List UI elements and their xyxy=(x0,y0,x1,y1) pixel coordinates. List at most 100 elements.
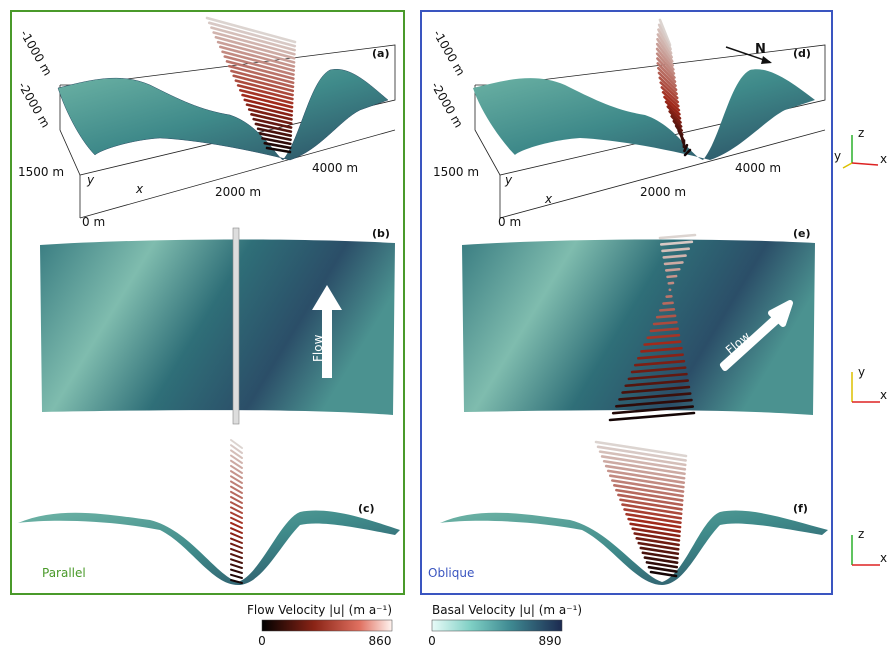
tube xyxy=(657,71,678,92)
panel-name: Oblique xyxy=(428,566,474,580)
panel-label: (d) xyxy=(793,47,811,60)
tube xyxy=(263,141,292,150)
flow-arrow xyxy=(720,300,793,371)
tube xyxy=(633,532,681,542)
tube xyxy=(602,459,686,476)
tube xyxy=(655,42,675,67)
axis-label: y xyxy=(834,149,841,163)
tube xyxy=(627,372,688,381)
tube xyxy=(230,490,243,499)
terrain-plan xyxy=(40,239,395,415)
tube xyxy=(227,64,295,85)
tube xyxy=(655,52,676,75)
colorbar-tick: 0 xyxy=(258,634,266,648)
tube xyxy=(663,261,684,266)
tube xyxy=(230,542,243,549)
panel-name: Parallel xyxy=(42,566,86,580)
tube xyxy=(230,568,243,574)
tube xyxy=(656,57,676,79)
tube xyxy=(621,503,683,516)
tube xyxy=(219,45,296,68)
tube xyxy=(230,480,243,489)
tube xyxy=(230,547,243,554)
tube xyxy=(230,444,243,454)
tube xyxy=(598,450,687,467)
panel-label: (c) xyxy=(358,502,375,515)
tube xyxy=(659,307,676,312)
tube xyxy=(594,440,688,458)
tube xyxy=(657,23,672,51)
tube xyxy=(596,445,687,462)
y-tick-label: 0 m xyxy=(82,215,105,229)
z-tick-label: -1000 m xyxy=(17,28,54,79)
tube xyxy=(252,117,293,129)
tube xyxy=(656,62,677,83)
tube xyxy=(212,31,296,56)
tube xyxy=(236,84,294,101)
x-tick-label: 4000 m xyxy=(735,161,781,175)
tube xyxy=(633,359,686,367)
x-tick-label: 2000 m xyxy=(215,185,261,199)
axis-label: x xyxy=(880,551,887,565)
tube xyxy=(230,501,243,509)
axis-label: z xyxy=(858,126,864,140)
tube xyxy=(664,100,681,116)
tube xyxy=(655,314,677,319)
terrain-plan xyxy=(462,239,815,415)
colorbar-tick: 0 xyxy=(428,634,436,648)
colorbar-gradient xyxy=(261,619,393,632)
tube xyxy=(613,484,684,498)
y-axis-label: y xyxy=(86,173,95,187)
tube xyxy=(656,37,674,63)
tube xyxy=(230,459,243,469)
tube xyxy=(241,93,294,109)
tube xyxy=(608,411,696,422)
tube xyxy=(661,247,691,253)
tube xyxy=(230,470,243,479)
tube xyxy=(210,26,296,52)
tube-section xyxy=(232,227,240,425)
tube xyxy=(645,561,679,569)
tube xyxy=(652,320,678,326)
tube xyxy=(666,274,678,279)
x-tick-label: 2000 m xyxy=(640,185,686,199)
tube xyxy=(610,479,685,493)
tube xyxy=(637,541,680,551)
tube xyxy=(663,95,681,112)
tube xyxy=(641,551,679,560)
tube xyxy=(230,454,243,464)
tube xyxy=(230,496,243,504)
tube xyxy=(221,50,296,72)
tube xyxy=(230,532,243,539)
tube xyxy=(230,553,243,559)
tube xyxy=(611,405,695,415)
z-tick-label: -2000 m xyxy=(428,80,465,131)
tube xyxy=(649,570,678,578)
tube xyxy=(637,353,684,360)
tube xyxy=(232,74,295,93)
flow-arrow xyxy=(312,285,342,378)
colorbar-tick: 890 xyxy=(539,634,562,648)
y-tick-label: 0 m xyxy=(498,215,521,229)
tube xyxy=(234,79,294,97)
tube xyxy=(230,563,243,569)
tube xyxy=(230,511,243,519)
z-tick-label: -2000 m xyxy=(15,80,52,131)
tube xyxy=(659,81,679,100)
tube xyxy=(625,512,682,524)
tube xyxy=(230,521,243,529)
tube xyxy=(207,21,297,48)
tube xyxy=(658,76,678,96)
tube xyxy=(606,469,686,484)
tube xyxy=(265,146,292,154)
tube xyxy=(256,127,293,138)
tube xyxy=(230,475,243,484)
colorbar-tick: 860 xyxy=(369,634,392,648)
tube xyxy=(205,16,297,44)
y-tick-label: 1500 m xyxy=(433,165,479,179)
tube xyxy=(662,301,674,305)
panel-label: (a) xyxy=(372,47,389,60)
axis-x xyxy=(851,162,879,166)
axis-label: y xyxy=(858,365,865,379)
